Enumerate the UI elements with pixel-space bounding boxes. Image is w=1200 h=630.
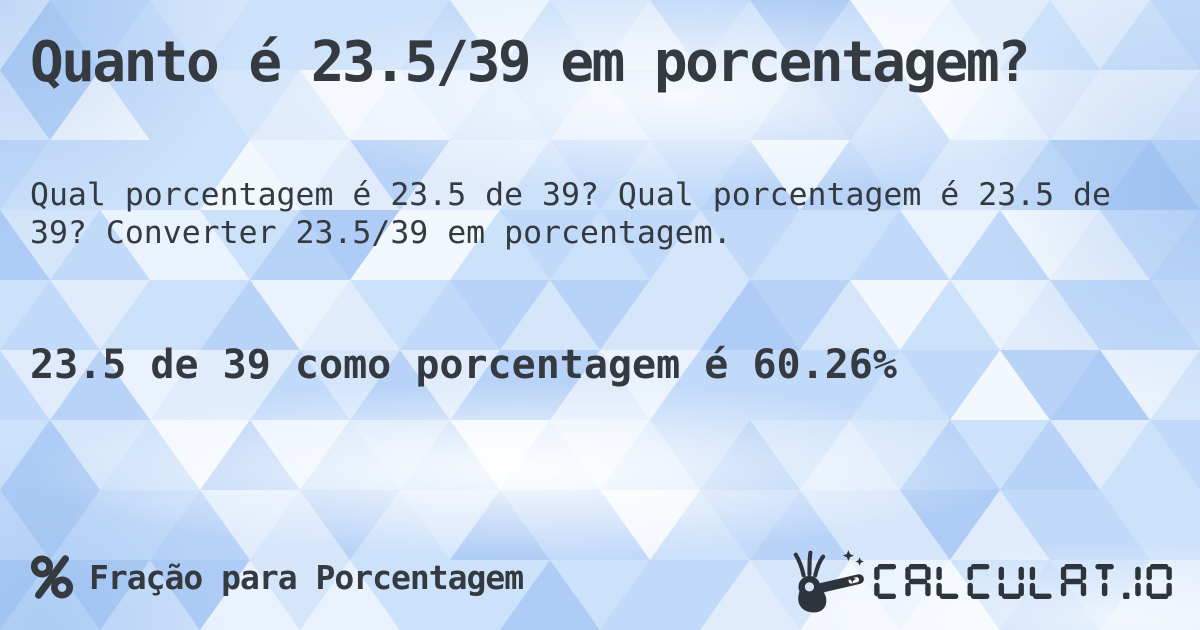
description-text: Qual porcentagem é 23.5 de 39? Qual porc… [30, 177, 1111, 251]
fingers [793, 550, 826, 578]
brand-logo [788, 548, 1172, 614]
brand-logo-text [874, 563, 1172, 599]
category-label: Fração para Porcentagem [89, 557, 524, 597]
page-title: Quanto é 23.5/39 em porcentagem? [30, 30, 1031, 95]
percent-icon [30, 555, 74, 599]
answer-text: 23.5 de 39 como porcentagem é 60.26% [30, 342, 897, 388]
magic-wand-hand-icon [793, 550, 864, 613]
wand [814, 574, 864, 594]
footer: Fração para Porcentagem [30, 545, 1172, 617]
category: Fração para Porcentagem [30, 554, 524, 600]
